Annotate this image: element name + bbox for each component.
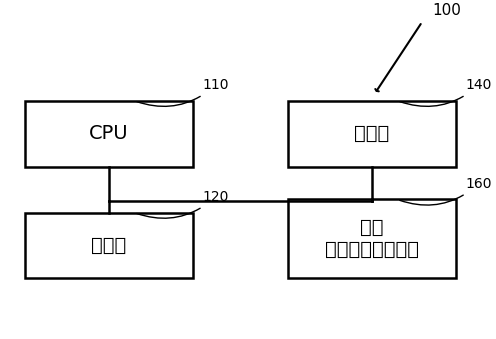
Text: 110: 110 (137, 78, 229, 106)
Text: 140: 140 (400, 78, 492, 106)
FancyBboxPatch shape (25, 213, 192, 278)
Text: 160: 160 (400, 177, 492, 205)
Text: メモリ: メモリ (91, 236, 126, 255)
FancyBboxPatch shape (288, 101, 456, 166)
Text: 100: 100 (432, 3, 461, 18)
Text: 120: 120 (137, 190, 229, 218)
Text: 通信
インターフェイス: 通信 インターフェイス (325, 218, 419, 259)
FancyBboxPatch shape (288, 199, 456, 278)
Text: CPU: CPU (89, 124, 129, 143)
FancyBboxPatch shape (25, 101, 192, 166)
Text: 操作部: 操作部 (355, 124, 390, 143)
